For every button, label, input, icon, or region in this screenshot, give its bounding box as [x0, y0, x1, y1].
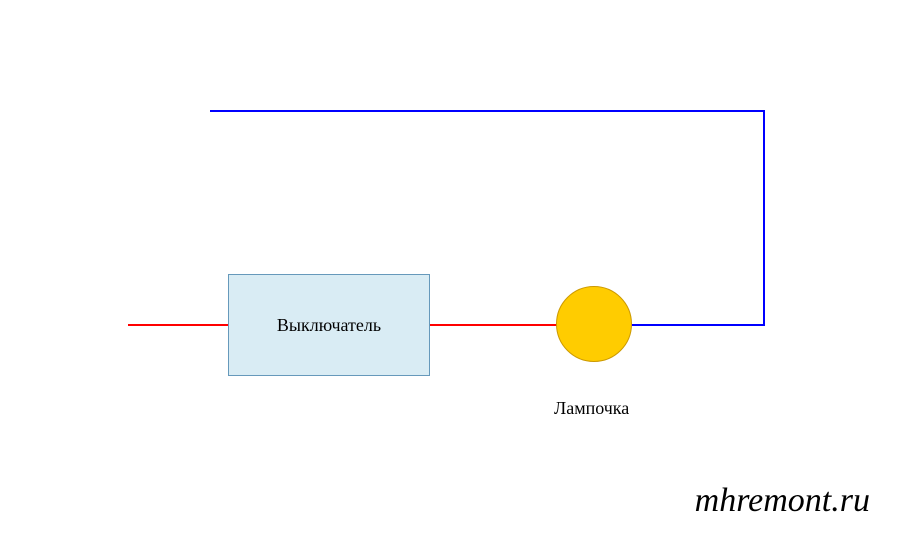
wire-neutral-top	[210, 110, 765, 112]
wire-live-left	[128, 324, 228, 326]
switch-box: Выключатель	[228, 274, 430, 376]
lamp-label: Лампочка	[554, 398, 629, 419]
wire-neutral-to-lamp	[632, 324, 765, 326]
switch-label: Выключатель	[277, 315, 381, 336]
wire-neutral-right	[763, 110, 765, 325]
watermark-text: mhremont.ru	[695, 482, 870, 520]
circuit-diagram: Выключатель Лампочка mhremont.ru	[0, 0, 900, 540]
lamp-circle	[556, 286, 632, 362]
wire-live-middle	[430, 324, 558, 326]
